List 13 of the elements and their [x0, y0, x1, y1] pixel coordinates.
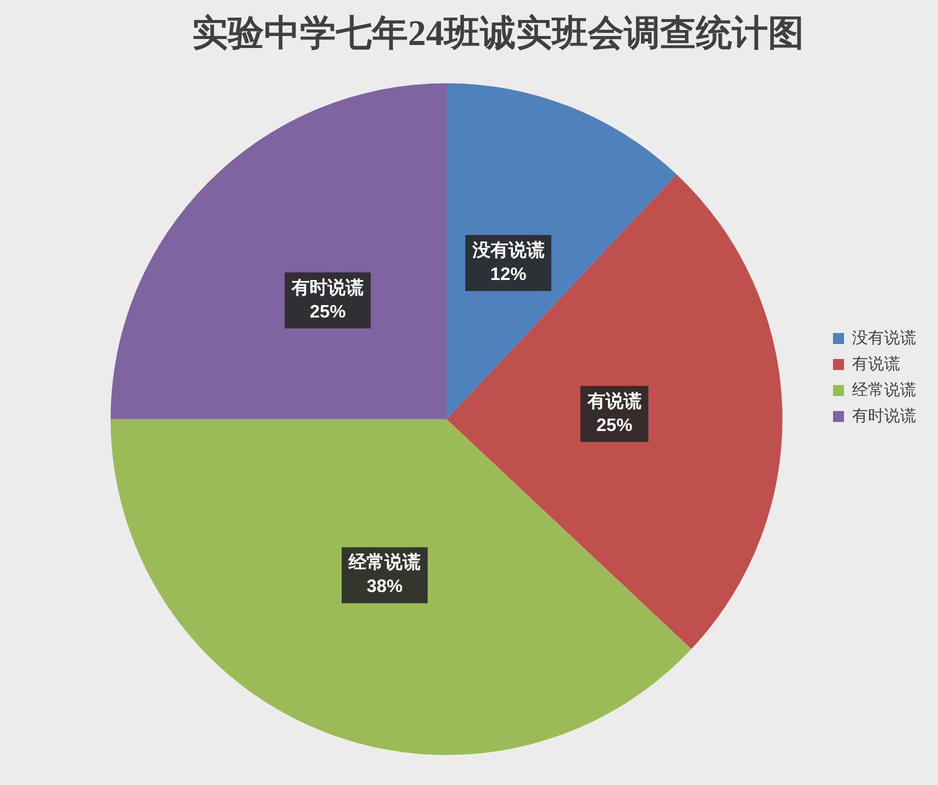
legend-label: 没有说谎 [852, 328, 916, 347]
data-label: 25% [596, 414, 632, 435]
chart-title: 实验中学七年24班诚实班会调查统计图 [192, 12, 804, 53]
slice-label: 没有说谎 [471, 240, 544, 260]
data-label: 25% [310, 301, 346, 322]
slice-label: 经常说谎 [348, 552, 421, 572]
legend-label: 有说谎 [852, 354, 900, 373]
slice-label: 有说谎 [586, 390, 642, 411]
legend-label: 有时说谎 [852, 406, 916, 425]
data-label: 38% [366, 576, 403, 596]
data-label: 12% [490, 264, 526, 284]
slice-label: 有时说谎 [290, 277, 364, 298]
legend-label: 经常说谎 [852, 380, 916, 399]
